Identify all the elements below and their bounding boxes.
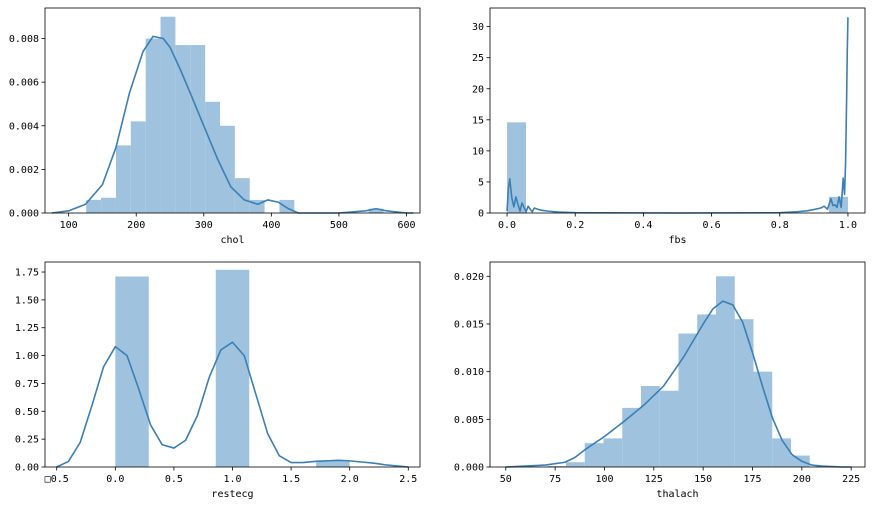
fbs-bar-1 [829, 196, 848, 213]
thalach-xtick-label-75: 75 [549, 474, 561, 485]
thalach-kde-line [505, 300, 852, 468]
thalach-xtick-label-125: 125 [645, 474, 663, 485]
restecg-bar-1 [215, 269, 250, 467]
restecg-ytick-label-1-00: 1.00 [15, 351, 39, 362]
subplot-fbs: 0.0 0.2 0.4 0.6 0.8 1.0 0 5 10 15 20 25 30 fbs [472, 7, 866, 246]
chol-ytick-label-0-002: 0.002 [9, 165, 39, 176]
restecg-ytick-label-0-75: 0.75 [15, 379, 39, 390]
chol-bar-14 [368, 208, 384, 213]
thalach-xtick-label-225: 225 [842, 474, 860, 485]
thalach-ytick-label-0-005: 0.005 [454, 415, 484, 426]
restecg-xlabel: restecg [211, 489, 253, 500]
chol-xlabel: chol [220, 235, 244, 246]
fbs-xtick-label-0-4: 0.4 [634, 220, 652, 231]
subplot-restecg: □0.5 0.0 0.5 1.0 1.5 2.0 2.5 0.00 0.25 0.50 0.75 1.… [15, 261, 421, 500]
chol-xtick-label-100: 100 [60, 220, 78, 231]
fbs-ytick-label-0: 0 [478, 209, 484, 220]
chol-bar-6 [175, 45, 191, 214]
chol-bar-10 [234, 178, 250, 213]
chol-bar-9 [220, 125, 235, 213]
chol-xtick-label-200: 200 [127, 220, 145, 231]
thalach-bar-1 [565, 462, 585, 467]
restecg-xtick-label-1-0: 1.0 [223, 474, 241, 485]
thalach-xtick-label-50: 50 [500, 474, 512, 485]
fbs-kde-line [506, 17, 849, 214]
subplot-grid: 100 200 300 400 500 6000.0000.0020.0040.0060.… [9, 7, 866, 500]
chol-bar-3 [130, 121, 146, 213]
thalach-bar-0 [547, 466, 566, 467]
fbs-xtick-label-0-0: 0.0 [498, 220, 516, 231]
chol-bar-0 [86, 199, 102, 213]
restecg-xtick-label-1-5: 1.5 [282, 474, 300, 485]
chol-xtick-label-400: 400 [262, 220, 280, 231]
restecg-ytick-label-1-75: 1.75 [15, 268, 39, 279]
subplot-thalach: 50 75 100 125 150 175 200 225 0.000 0.005 0.010 0.0… [454, 261, 866, 500]
thalach-xlabel: thalach [656, 489, 698, 500]
chol-bar-4 [145, 38, 161, 213]
thalach-axes-frame [489, 261, 866, 468]
thalach-bar-9 [715, 276, 735, 467]
restecg-bar-2 [316, 460, 350, 467]
thalach-bar-4 [622, 407, 641, 467]
fbs-ytick-label-30: 30 [472, 22, 484, 33]
fbs-xtick-label-1-0: 1.0 [839, 220, 857, 231]
chol-ytick-label-0-004: 0.004 [9, 121, 39, 132]
chol-axes-frame [44, 7, 421, 214]
chol-bar-8 [205, 101, 220, 213]
chol-ytick-label-0-008: 0.008 [9, 34, 39, 45]
fbs-xtick-label-0-8: 0.8 [771, 220, 789, 231]
restecg-ytick-label-1-50: 1.50 [15, 295, 39, 306]
thalach-bar-2 [584, 443, 604, 467]
fbs-ytick-label-20: 20 [472, 84, 484, 95]
restecg-xtick-label-0-5: □0.5 [45, 474, 69, 485]
fbs-xtick-label-0-6: 0.6 [703, 220, 721, 231]
fbs-axes-frame [489, 7, 866, 214]
restecg-xtick-label-0-5: 0.5 [165, 474, 183, 485]
thalach-ytick-label-0-000: 0.000 [454, 463, 484, 474]
thalach-xtick-label-175: 175 [743, 474, 761, 485]
fbs-ytick-label-15: 15 [472, 115, 484, 126]
thalach-bar-10 [734, 319, 754, 467]
thalach-bar-13 [790, 455, 810, 467]
thalach-ytick-label-0-010: 0.010 [454, 367, 484, 378]
thalach-bar-8 [697, 314, 716, 467]
thalach-xtick-label-200: 200 [793, 474, 811, 485]
fbs-ytick-label-5: 5 [478, 177, 484, 188]
restecg-ytick-label-0-00: 0.00 [15, 463, 39, 474]
restecg-xtick-label-2-0: 2.0 [341, 474, 359, 485]
thalach-bar-11 [753, 371, 773, 467]
thalach-xtick-label-150: 150 [694, 474, 712, 485]
restecg-xtick-label-2-5: 2.5 [399, 474, 417, 485]
chol-xtick-label-500: 500 [330, 220, 348, 231]
chol-bar-2 [115, 145, 131, 213]
thalach-bar-5 [640, 385, 660, 467]
restecg-kde-line [56, 341, 409, 468]
restecg-ytick-label-0-50: 0.50 [15, 407, 39, 418]
chol-ytick-label-0-000: 0.000 [9, 209, 39, 220]
fbs-ytick-label-10: 10 [472, 146, 484, 157]
chol-xtick-label-600: 600 [397, 220, 415, 231]
fbs-xtick-label-0-2: 0.2 [566, 220, 584, 231]
chol-xtick-label-300: 300 [195, 220, 213, 231]
restecg-ytick-label-1-25: 1.25 [15, 323, 39, 334]
fbs-ytick-label-25: 25 [472, 53, 484, 64]
chol-bar-5 [160, 16, 176, 213]
chol-ytick-label-0-006: 0.006 [9, 78, 39, 89]
restecg-ytick-label-0-25: 0.25 [15, 435, 39, 446]
thalach-ytick-label-0-015: 0.015 [454, 319, 484, 330]
thalach-ytick-label-0-020: 0.020 [454, 272, 484, 283]
chol-bar-7 [190, 45, 206, 214]
chol-bar-1 [101, 197, 116, 213]
thalach-xtick-label-100: 100 [595, 474, 613, 485]
subplot-chol: 100 200 300 400 500 600 0.000 0.002 0.004 0.006 0.… [9, 7, 421, 246]
thalach-bar-3 [603, 438, 623, 467]
thalach-bar-7 [678, 333, 698, 467]
thalach-bar-12 [772, 438, 791, 467]
thalach-bar-6 [659, 390, 679, 467]
chol-kde-line [51, 35, 414, 214]
fbs-xlabel: fbs [668, 235, 686, 246]
restecg-xtick-label-0-0: 0.0 [106, 474, 124, 485]
